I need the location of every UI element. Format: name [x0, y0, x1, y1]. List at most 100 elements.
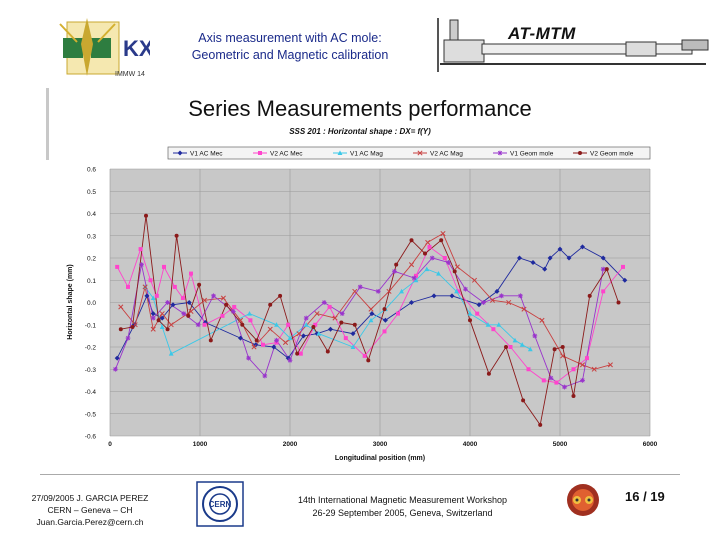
- data-point: [382, 317, 388, 323]
- data-point: [197, 282, 202, 287]
- footer-email: Juan.Garcia.Perez@cern.ch: [36, 517, 144, 527]
- data-point: [316, 331, 322, 336]
- data-point: [539, 317, 545, 323]
- y-tick-label: -0.4: [85, 389, 97, 396]
- data-point: [366, 358, 371, 363]
- data-point: [130, 324, 135, 329]
- data-point: [177, 150, 183, 156]
- data-point: [268, 302, 273, 307]
- x-tick-label: 6000: [643, 441, 658, 448]
- data-point: [409, 300, 414, 305]
- data-point: [144, 213, 148, 218]
- x-axis-label: Longitudinal position (mm): [335, 455, 425, 462]
- logo-caption: IMMW 14: [115, 71, 145, 78]
- data-point: [425, 239, 431, 245]
- data-point: [512, 337, 518, 343]
- data-point: [251, 344, 257, 350]
- data-point: [195, 322, 201, 328]
- data-point: [168, 351, 174, 356]
- x-tick-label: 4000: [463, 441, 478, 448]
- data-point: [162, 264, 166, 269]
- data-point: [174, 233, 179, 238]
- data-point: [485, 322, 491, 327]
- data-point: [491, 327, 496, 332]
- data-point: [311, 324, 316, 329]
- data-point: [585, 356, 589, 361]
- data-point: [532, 333, 538, 339]
- horizontal-shape-chart: SSS 201 : Horizontal shape : DX= f(Y) V1…: [60, 124, 660, 469]
- data-point: [113, 366, 118, 372]
- data-point: [258, 151, 262, 155]
- cern-logo: CERN: [196, 481, 244, 527]
- data-point: [303, 322, 309, 327]
- data-point: [454, 264, 460, 270]
- data-point: [237, 317, 244, 323]
- data-point: [159, 315, 165, 321]
- data-point: [547, 255, 553, 261]
- data-point: [271, 344, 277, 350]
- data-point: [189, 271, 193, 276]
- data-point: [548, 375, 554, 381]
- magnet-cross-section-image: [567, 484, 599, 516]
- data-point: [481, 300, 486, 305]
- data-point: [382, 329, 387, 334]
- legend-label: V2 AC Mag: [430, 151, 463, 158]
- data-point: [601, 289, 606, 294]
- data-point: [552, 347, 557, 352]
- data-point: [508, 345, 513, 349]
- data-point: [417, 150, 423, 156]
- data-point: [139, 262, 144, 268]
- data-point: [456, 289, 461, 294]
- y-tick-label: 0.3: [87, 233, 96, 240]
- data-point: [321, 300, 327, 305]
- data-point: [314, 311, 320, 317]
- footer-date-author: 27/09/2005 J. GARCIA PEREZ: [31, 493, 149, 503]
- data-point: [230, 309, 236, 314]
- data-point: [262, 373, 268, 379]
- data-point: [156, 318, 161, 323]
- decorative-bar: [46, 88, 49, 160]
- data-point: [170, 302, 176, 308]
- data-point: [350, 344, 356, 349]
- brand-label: AT-MTM: [508, 24, 576, 43]
- data-point: [497, 150, 503, 156]
- data-point: [339, 320, 344, 325]
- data-point: [274, 337, 279, 343]
- header-title-line2: Geometric and Magnetic calibration: [191, 48, 389, 62]
- y-tick-label: -0.5: [85, 411, 97, 418]
- data-point: [118, 327, 123, 332]
- data-point: [521, 398, 526, 403]
- data-point: [186, 300, 192, 305]
- legend-label: V1 AC Mag: [350, 151, 383, 158]
- data-point: [431, 293, 437, 299]
- y-tick-label: -0.3: [85, 367, 97, 374]
- y-tick-label: 0.4: [87, 211, 96, 218]
- data-point: [208, 338, 213, 343]
- data-point: [499, 293, 504, 299]
- chart-title: SSS 201 : Horizontal shape : DX= f(Y): [289, 127, 431, 136]
- x-tick-label: 1000: [193, 441, 208, 448]
- series-line: [116, 246, 626, 359]
- legend-label: V1 Geom mole: [510, 151, 554, 158]
- data-point: [148, 278, 153, 283]
- data-point: [325, 349, 330, 354]
- data-point: [476, 302, 482, 308]
- data-point: [240, 322, 245, 327]
- data-point: [414, 273, 418, 278]
- data-point: [352, 322, 357, 327]
- data-point: [396, 311, 400, 316]
- data-point: [327, 304, 332, 309]
- data-point: [571, 367, 576, 372]
- y-axis-label: Horizontal shape (mm): [67, 264, 74, 339]
- svg-text:CERN: CERN: [209, 500, 232, 509]
- data-point: [440, 230, 446, 237]
- data-point: [301, 333, 306, 339]
- data-point: [313, 322, 318, 327]
- data-point: [180, 296, 185, 301]
- data-point: [621, 264, 625, 269]
- data-point: [285, 355, 291, 361]
- data-point: [538, 422, 543, 427]
- data-point: [386, 288, 392, 294]
- data-point: [392, 268, 397, 274]
- data-point: [446, 260, 451, 265]
